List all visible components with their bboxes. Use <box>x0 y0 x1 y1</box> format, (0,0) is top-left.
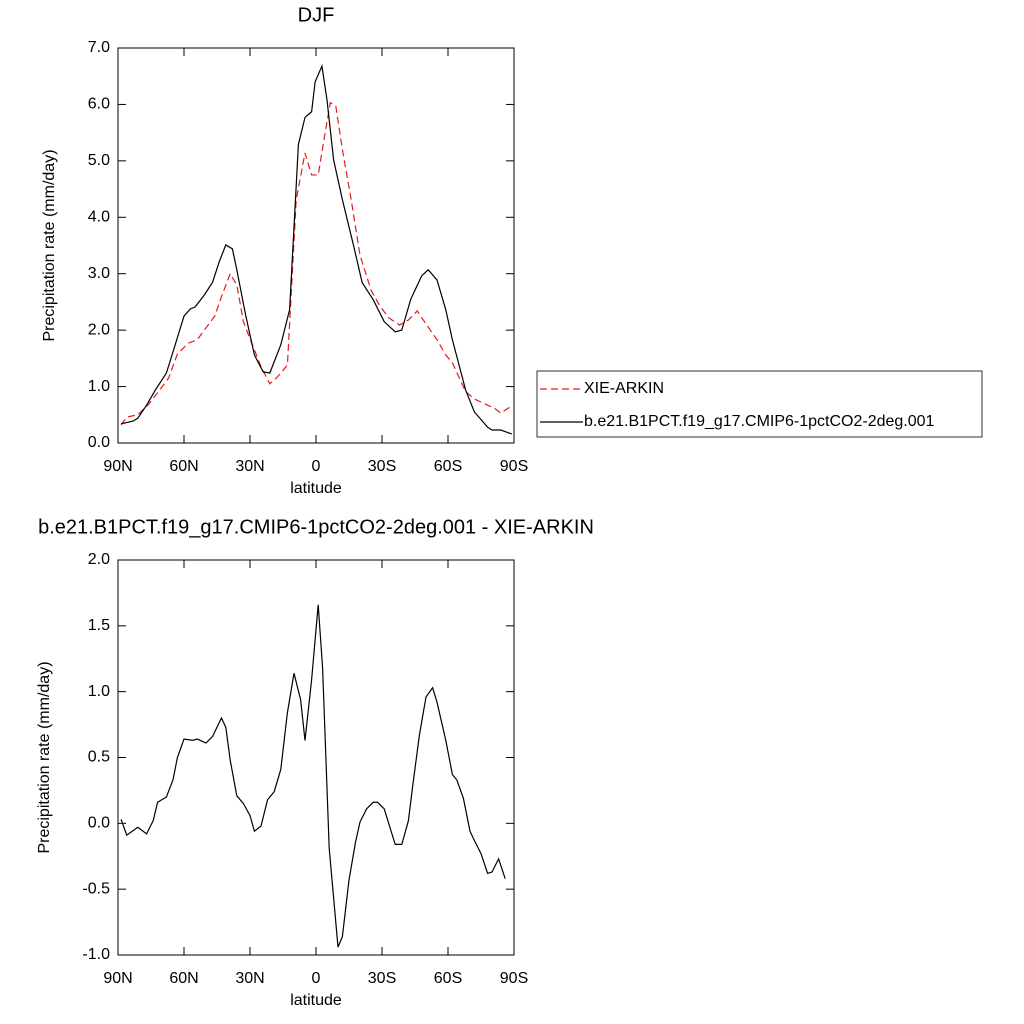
legend-label: b.e21.B1PCT.f19_g17.CMIP6-1pctCO2-2deg.0… <box>584 413 935 430</box>
x-tick-label: 90S <box>500 970 528 987</box>
x-axis-label: latitude <box>290 992 342 1009</box>
x-tick-label: 60S <box>434 458 462 475</box>
data-line <box>120 63 513 435</box>
x-tick-label: 90N <box>103 970 132 987</box>
x-axis-label: latitude <box>290 480 342 497</box>
chart-title: DJF <box>298 4 335 26</box>
y-tick-label: 6.0 <box>88 96 110 113</box>
x-tick-label: 90N <box>103 458 132 475</box>
x-tick-label: 60N <box>169 970 198 987</box>
legend-box <box>536 370 983 438</box>
y-tick-label: 0.0 <box>88 815 110 832</box>
y-tick-label: -0.5 <box>82 880 110 897</box>
plot-frame <box>117 559 515 956</box>
y-tick-label: 1.0 <box>88 683 110 700</box>
y-tick-label: 0.5 <box>88 749 110 766</box>
x-tick-label: 0 <box>312 458 321 475</box>
chart-title: b.e21.B1PCT.f19_g17.CMIP6-1pctCO2-2deg.0… <box>38 516 594 538</box>
y-tick-label: 5.0 <box>88 152 110 169</box>
x-tick-label: 30N <box>235 458 264 475</box>
y-tick-label: 1.5 <box>88 617 110 634</box>
y-tick-label: 2.0 <box>88 321 110 338</box>
y-axis-label: Precipitation rate (mm/day) <box>41 149 58 341</box>
x-tick-label: 30N <box>235 970 264 987</box>
x-tick-label: 30S <box>368 458 396 475</box>
x-tick-label: 0 <box>312 970 321 987</box>
data-line <box>120 604 506 948</box>
y-tick-label: 4.0 <box>88 209 110 226</box>
y-axis-label: Precipitation rate (mm/day) <box>36 661 53 853</box>
y-tick-label: 2.0 <box>88 551 110 568</box>
x-tick-label: 30S <box>368 970 396 987</box>
y-tick-label: -1.0 <box>82 946 110 963</box>
data-line <box>120 101 513 426</box>
x-tick-label: 60S <box>434 970 462 987</box>
y-tick-label: 3.0 <box>88 265 110 282</box>
x-tick-label: 60N <box>169 458 198 475</box>
plot-frame <box>117 47 515 444</box>
y-tick-label: 7.0 <box>88 39 110 56</box>
y-tick-label: 0.0 <box>88 434 110 451</box>
legend-label: XIE-ARKIN <box>584 380 664 397</box>
y-tick-label: 1.0 <box>88 378 110 395</box>
x-tick-label: 90S <box>500 458 528 475</box>
